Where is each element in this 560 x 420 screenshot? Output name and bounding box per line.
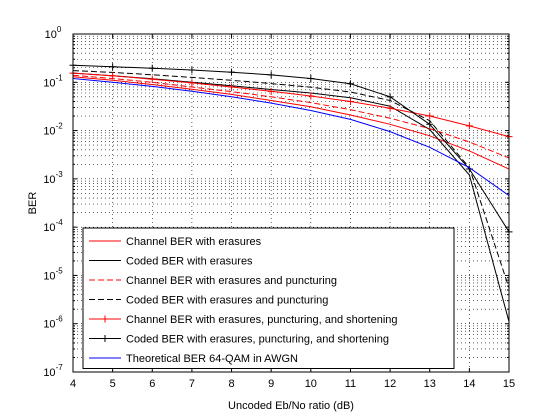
series-line-7: [72, 78, 510, 197]
series-5-marker: [109, 72, 117, 80]
series-lines: [69, 61, 513, 322]
legend-label-7: Theoretical BER 64-QAM in AWGN: [126, 353, 298, 365]
series-line-6: [72, 64, 510, 233]
series-6-marker: [267, 71, 275, 79]
x-tick-label: 13: [424, 378, 436, 390]
x-tick-label: 12: [384, 378, 396, 390]
x-tick-label: 15: [503, 378, 515, 390]
x-tick-label: 8: [228, 378, 234, 390]
x-tick-label: 9: [268, 378, 274, 390]
x-tick-label: 14: [463, 378, 475, 390]
series-5-marker: [307, 92, 315, 100]
legend-marker-5: [101, 315, 109, 323]
series-line-4: [72, 70, 510, 289]
legend-label-1: Channel BER with erasures: [126, 236, 262, 248]
series-5-marker: [267, 87, 275, 95]
series-6-marker: [307, 74, 315, 82]
legend-label-6: Coded BER with erasures, puncturing, and…: [126, 334, 389, 346]
x-tick-label: 4: [70, 378, 76, 390]
legend-label-5: Channel BER with erasures, puncturing, a…: [126, 314, 398, 326]
x-tick-label: 6: [149, 378, 155, 390]
y-tick-label: 10-1: [43, 73, 63, 89]
series-5-marker: [386, 104, 394, 112]
plot-frame: [72, 33, 510, 373]
series-line-1: [72, 76, 510, 170]
series-5-marker: [346, 98, 354, 106]
y-tick-label: 10-2: [43, 122, 63, 138]
y-tick-label: 10-3: [43, 170, 63, 186]
series-5-marker: [465, 122, 473, 130]
x-axis-label: Uncoded Eb/No ratio (dB): [228, 400, 354, 412]
y-tick-label: 10-4: [43, 218, 63, 234]
legend-label-4: Coded BER with erasures and puncturing: [126, 295, 328, 307]
series-line-3: [72, 74, 510, 159]
x-tick-label: 7: [189, 378, 195, 390]
legend-marker-6: [101, 335, 109, 342]
legend-label-3: Channel BER with erasures and puncturing: [126, 275, 337, 287]
y-tick-label: 10-5: [43, 266, 63, 282]
series-5-marker: [148, 75, 156, 83]
series-6-marker: [109, 63, 117, 71]
series-5-marker: [426, 112, 434, 120]
x-tick-label: 11: [345, 378, 356, 390]
series-5-marker: [188, 79, 196, 87]
legend-box: [82, 227, 455, 369]
x-tick-label: 5: [110, 378, 116, 390]
y-tick-label: 10-7: [43, 363, 63, 379]
series-5-marker: [228, 83, 236, 91]
series-6-marker: [346, 80, 354, 88]
y-tick-label: 100: [45, 25, 62, 41]
series-6-marker: [188, 66, 196, 74]
series-6-marker: [148, 64, 156, 72]
series-6-marker: [426, 120, 434, 128]
legend-label-2: Coded BER with erasures: [126, 256, 253, 268]
x-tick-label: 10: [305, 378, 317, 390]
legend: Channel BER with erasures Coded BER with …: [82, 227, 455, 369]
axis-ticks: 4 5 6 7 8 9 10 11 12 13 14 15 10-7 10-6 10-5 10-4 10-3 10…: [43, 25, 515, 390]
series-line-5: [72, 72, 510, 138]
y-axis-label: BER: [27, 192, 39, 215]
series-6-marker: [386, 93, 394, 101]
y-tick-label: 10-6: [43, 315, 63, 331]
series-6-marker: [228, 68, 236, 76]
